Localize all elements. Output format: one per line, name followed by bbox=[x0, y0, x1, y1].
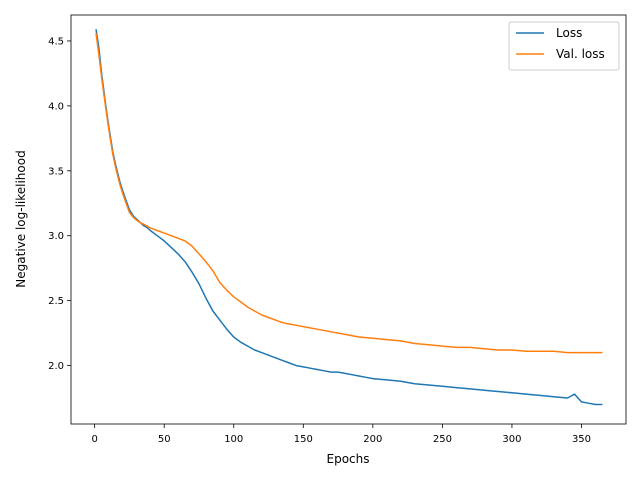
y-tick-label: 2.5 bbox=[48, 296, 64, 307]
plot-frame bbox=[70, 14, 627, 425]
x-axis: 0 50 100 150 200 250 300 350 bbox=[91, 424, 591, 445]
legend-label-1: Val. loss bbox=[556, 47, 605, 61]
series-layer bbox=[95, 29, 603, 406]
x-tick-label: 200 bbox=[363, 434, 382, 445]
y-tick-label: 2.0 bbox=[48, 361, 64, 372]
x-tick-label: 100 bbox=[224, 434, 243, 445]
y-tick-label: 4.0 bbox=[48, 101, 64, 112]
y-tick-label: 4.5 bbox=[48, 36, 64, 47]
y-axis: 2.0 2.5 3.0 3.5 4.0 4.5 bbox=[48, 36, 71, 372]
x-tick-label: 50 bbox=[158, 434, 171, 445]
y-axis-label: Negative log-likelihood bbox=[14, 150, 28, 287]
x-tick-label: 300 bbox=[502, 434, 521, 445]
x-tick-label: 250 bbox=[433, 434, 452, 445]
legend-label-0: Loss bbox=[556, 26, 582, 40]
legend: Loss Val. loss bbox=[508, 21, 620, 71]
x-tick-label: 350 bbox=[572, 434, 591, 445]
y-tick-label: 3.5 bbox=[48, 166, 64, 177]
x-tick-label: 0 bbox=[91, 434, 97, 445]
legend-box bbox=[508, 21, 620, 71]
series-line-0 bbox=[95, 29, 603, 406]
series-line-1 bbox=[95, 33, 603, 354]
y-tick-label: 3.0 bbox=[48, 231, 64, 242]
x-tick-label: 150 bbox=[294, 434, 313, 445]
plot-area bbox=[71, 15, 626, 424]
x-axis-label: Epochs bbox=[327, 452, 370, 466]
